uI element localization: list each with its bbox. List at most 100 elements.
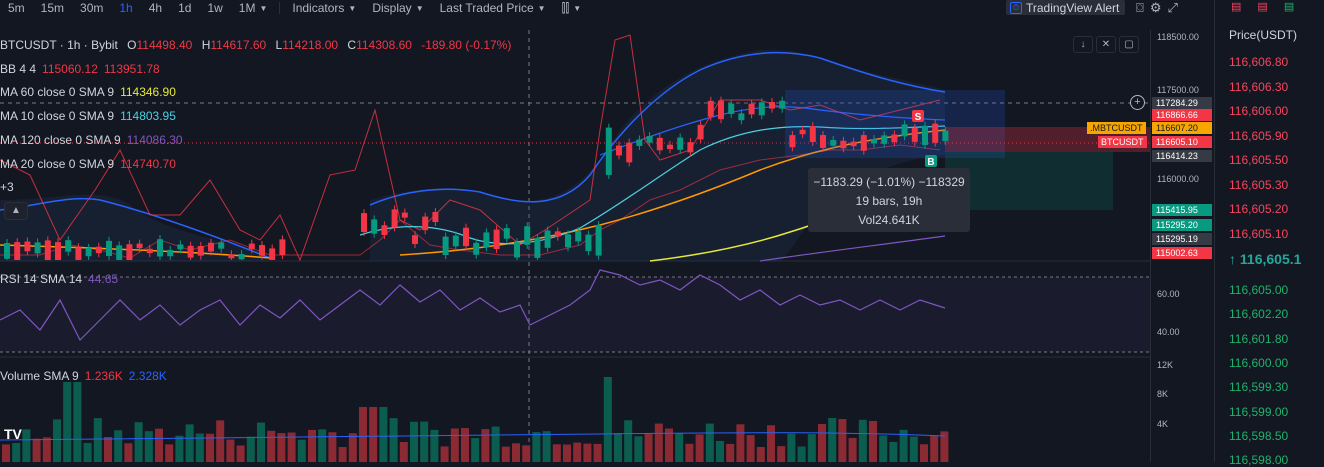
- fullscreen-icon[interactable]: ⤢: [1167, 0, 1178, 15]
- orderbook-ask-row[interactable]: 116,606.80: [1229, 55, 1289, 69]
- maximize-button[interactable]: ▢: [1119, 36, 1139, 53]
- display-button[interactable]: Display ▼: [364, 1, 431, 15]
- volume-bar: [848, 437, 857, 462]
- orderbook-bid-row[interactable]: 116,599.30: [1229, 380, 1289, 395]
- orderbook-all-icon[interactable]: ▤: [1231, 1, 1242, 13]
- orderbook-bid-row[interactable]: 116,598.50: [1229, 428, 1289, 443]
- volume-bar: [909, 436, 918, 462]
- orderbook-bid-row[interactable]: 116,605.00: [1229, 283, 1289, 297]
- volume-bar: [257, 422, 265, 462]
- timeframe-1d[interactable]: 1d: [178, 1, 192, 15]
- price-scale[interactable]: 118500.00 117500.00 116000.00 117284.29 …: [1150, 30, 1214, 462]
- timeframe-4h[interactable]: 4h: [148, 1, 163, 15]
- candle: [626, 142, 633, 163]
- volume-bar: [175, 435, 184, 462]
- orderbook-ask-row[interactable]: 116,605.30: [1229, 177, 1289, 192]
- rsi-tick: 40.00: [1157, 327, 1180, 337]
- candle: [911, 127, 918, 142]
- candle: [238, 253, 245, 260]
- volume-bar: [450, 428, 459, 462]
- timeframe-15m[interactable]: 15m: [40, 1, 65, 15]
- timeframe-30m[interactable]: 30m: [80, 1, 104, 15]
- candle: [565, 234, 571, 248]
- timeframe-1M-dropdown[interactable]: 1M ▼: [231, 1, 276, 15]
- legend-ma10[interactable]: MA 10 close 0 SMA 9 114803.95: [0, 109, 182, 123]
- symbol-tag-mbtcusdt: .MBTCUSDT: [1087, 122, 1146, 134]
- ma10-name: MA 10 close 0 SMA 9: [0, 109, 115, 123]
- settings-icon[interactable]: ⚙: [1149, 0, 1162, 15]
- high-value: 114617.60: [210, 38, 267, 52]
- indicators-button[interactable]: Indicators ▼: [284, 1, 364, 15]
- candle: [871, 138, 877, 144]
- tradingview-alert-label: TradingView Alert: [1026, 0, 1120, 15]
- timeframe-5m[interactable]: 5m: [8, 1, 25, 15]
- legend-ma120[interactable]: MA 120 close 0 SMA 9 114086.30: [0, 133, 189, 147]
- legend-ma20[interactable]: MA 20 close 0 SMA 9 114740.70: [0, 157, 182, 171]
- candles-icon: ⫿⫿: [561, 0, 570, 15]
- volume-bar: [665, 428, 673, 462]
- volume-bar: [491, 426, 500, 462]
- volume-bar: [542, 431, 551, 462]
- volume-bar: [654, 423, 663, 462]
- orderbook-bid-row[interactable]: 116,599.00: [1229, 404, 1289, 419]
- candle: [677, 137, 684, 150]
- orderbook-ask-row[interactable]: 116,605.10: [1229, 226, 1289, 241]
- candle: [106, 240, 112, 256]
- orderbook-bid-row[interactable]: 116,602.20: [1229, 307, 1289, 322]
- legend-bb[interactable]: BB 4 4 115060.12 113951.78: [0, 62, 166, 76]
- orderbook-ask-row[interactable]: 116,606.00: [1229, 104, 1289, 118]
- legend-more[interactable]: +3: [0, 180, 20, 194]
- volume-bar: [695, 434, 704, 462]
- price-tick: 118500.00: [1157, 32, 1199, 42]
- candle: [157, 239, 163, 257]
- candle: [218, 242, 225, 249]
- candle: [228, 254, 235, 259]
- envelope-lower: [0, 144, 941, 259]
- price-tag: 115295.19: [1152, 233, 1212, 245]
- price-source-button[interactable]: Last Traded Price ▼: [432, 1, 554, 15]
- orderbook-bids-icon[interactable]: ▤: [1283, 1, 1295, 13]
- ma20-name: MA 20 close 0 SMA 9: [0, 157, 115, 171]
- legend-rsi[interactable]: RSI 14 SMA 14 44.65: [0, 272, 124, 286]
- volume-bar: [828, 418, 837, 462]
- candle: [259, 245, 265, 256]
- arrow-down-icon: ↓: [1080, 39, 1086, 50]
- orderbook-ask-row[interactable]: 116,605.20: [1229, 202, 1289, 216]
- camera-icon[interactable]: ⌼: [1136, 0, 1144, 15]
- symbol-legend[interactable]: BTCUSDT · 1h · Bybit O114498.40 H114617.…: [0, 38, 523, 52]
- orderbook-bid-row[interactable]: 116,601.80: [1229, 331, 1289, 346]
- timeframe-1h[interactable]: 1h: [119, 1, 133, 15]
- chart-type-button[interactable]: ⫿⫿ ▼: [554, 1, 590, 16]
- target-zone[interactable]: [945, 152, 1113, 210]
- volume-bar: [756, 446, 765, 462]
- add-alert-button[interactable]: +: [1130, 95, 1145, 110]
- buy-marker[interactable]: [925, 155, 937, 167]
- rsi-band: [0, 277, 1150, 352]
- tradingview-alert-button[interactable]: ⏱ TradingView Alert: [1006, 0, 1126, 15]
- legend-volume[interactable]: Volume SMA 9 1.236K 2.328K: [0, 369, 173, 383]
- collapse-button[interactable]: ✕: [1096, 36, 1116, 53]
- volume-bar: [777, 446, 786, 462]
- sell-marker[interactable]: [912, 110, 924, 122]
- close-value: 114308.60: [356, 38, 412, 52]
- orderbook-ask-row[interactable]: 116,606.30: [1229, 79, 1289, 94]
- candle: [575, 231, 582, 242]
- timeframe-1w[interactable]: 1w: [207, 1, 223, 15]
- legend-ma60[interactable]: MA 60 close 0 SMA 9 114346.90: [0, 85, 182, 99]
- orderbook-ask-row[interactable]: 116,605.50: [1229, 153, 1289, 167]
- volume-bar: [818, 424, 826, 462]
- price-tag: 116414.23: [1152, 150, 1212, 162]
- volume-bar: [246, 436, 255, 462]
- collapse-legend-button[interactable]: ▲: [4, 202, 28, 220]
- scroll-down-button[interactable]: ↓: [1073, 36, 1093, 53]
- orderbook-bid-row[interactable]: 116,600.00: [1229, 355, 1289, 370]
- candle: [167, 249, 174, 257]
- volume-sma-line: [0, 432, 946, 441]
- orderbook-bid-row[interactable]: 116,598.00: [1229, 453, 1289, 467]
- toolbar-divider: [279, 2, 281, 14]
- chart-canvas[interactable]: S B: [0, 30, 1150, 462]
- candle: [544, 230, 551, 248]
- orderbook-ask-row[interactable]: 116,605.90: [1229, 128, 1289, 143]
- candle: [187, 245, 194, 258]
- orderbook-asks-icon[interactable]: ▤: [1257, 1, 1268, 13]
